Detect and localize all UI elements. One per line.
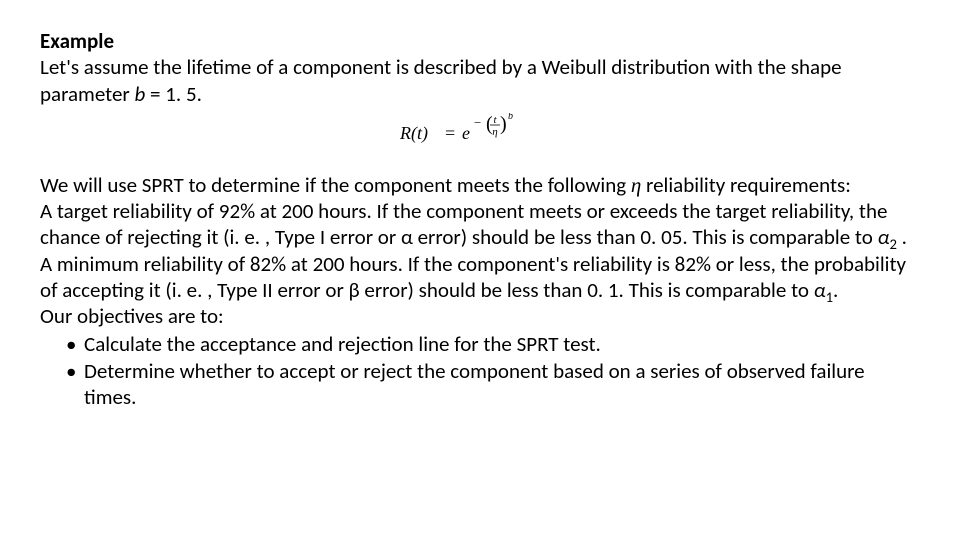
alpha1-subscript: 1 (826, 288, 833, 306)
eq-rparen: ) (500, 113, 507, 135)
list-item: Determine whether to accept or reject th… (66, 358, 920, 411)
eta-symbol: η (631, 173, 641, 197)
eq-frac-num: t (493, 114, 497, 126)
eq-outer-exp: b (508, 113, 513, 122)
alpha2-symbol: α (878, 224, 890, 250)
alpha2-tail: . (897, 224, 907, 250)
list-item: Calculate the acceptance and rejection l… (66, 331, 920, 357)
objectives-label: Our objectives are to: (40, 303, 920, 329)
eq-lhs: R(t) (400, 123, 428, 144)
document-page: Example Let's assume the lifetime of a c… (0, 0, 960, 540)
eq-minus: − (474, 115, 481, 130)
target-reliability-paragraph: A target reliability of 92% at 200 hours… (40, 198, 920, 251)
min-reliability-paragraph: A minimum reliability of 82% at 200 hour… (40, 251, 920, 304)
shape-param-symbol: b (134, 81, 145, 107)
bullet-text-2: Determine whether to accept or reject th… (84, 358, 865, 410)
bullet-text-1: Calculate the acceptance and rejection l… (84, 331, 601, 357)
target-text: A target reliability of 92% at 200 hours… (40, 198, 887, 250)
alpha1-tail: . (833, 277, 838, 303)
min-text: A minimum reliability of 82% at 200 hour… (40, 251, 906, 303)
eq-frac-den: η (492, 126, 497, 138)
sprt-text-2: reliability requirements: (641, 172, 851, 198)
eq-e: e (462, 123, 470, 143)
sprt-text-1: We will use SPRT to determine if the com… (40, 172, 631, 198)
eq-equals: = (445, 123, 455, 143)
objectives-list: Calculate the acceptance and rejection l… (40, 331, 920, 410)
sprt-intro-paragraph: We will use SPRT to determine if the com… (40, 172, 920, 198)
weibull-equation: R(t) = e − ( t η ) b (400, 113, 560, 153)
intro-text-2: = 1. 5. (145, 81, 202, 107)
alpha1-symbol: α (814, 277, 826, 303)
equation-block: R(t) = e − ( t η ) b (40, 113, 920, 158)
example-heading: Example (40, 28, 920, 54)
intro-paragraph: Let's assume the lifetime of a component… (40, 54, 920, 107)
